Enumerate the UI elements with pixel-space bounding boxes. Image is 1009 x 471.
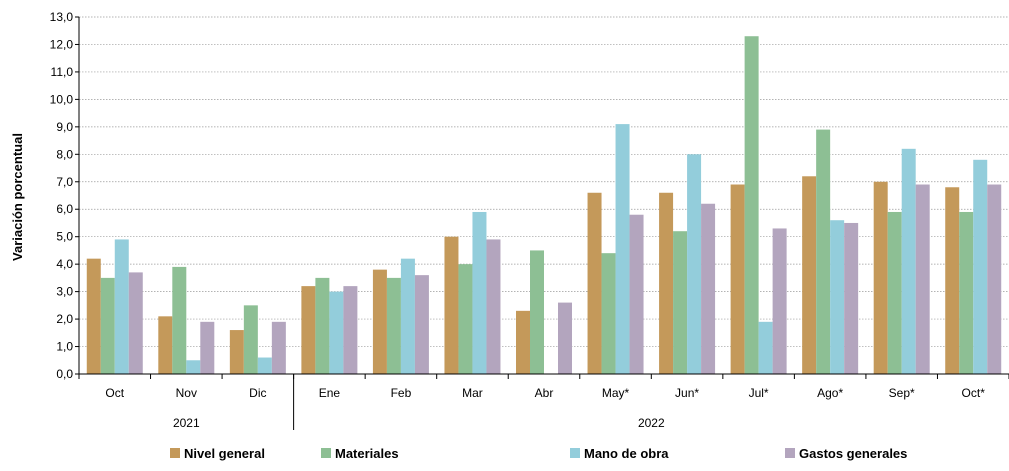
legend-swatch [170, 448, 180, 458]
bar [844, 222, 859, 374]
legend-label: Nivel general [184, 446, 265, 461]
bar [200, 321, 215, 374]
bar [687, 154, 702, 374]
y-tick-label: 10,0 [50, 92, 74, 106]
bar [271, 321, 286, 374]
bar [629, 214, 644, 374]
bar [229, 330, 244, 374]
bar [114, 239, 129, 374]
bar [744, 36, 759, 374]
bar [444, 236, 459, 374]
y-tick-label: 1,0 [56, 340, 73, 354]
x-tick-label: May* [602, 386, 630, 400]
bar [414, 275, 429, 374]
bar [386, 277, 401, 374]
legend-swatch [321, 448, 331, 458]
bar [243, 305, 258, 374]
y-tick-label: 11,0 [51, 65, 74, 79]
bar [959, 211, 974, 374]
bar [987, 184, 1002, 374]
bar [301, 286, 316, 374]
x-tick-label: Nov [176, 386, 197, 400]
bar [257, 357, 272, 374]
y-tick-label: 9,0 [56, 120, 73, 134]
y-tick-label: 13,0 [50, 10, 74, 24]
bar [887, 211, 902, 374]
year-label: 2021 [173, 416, 200, 430]
bar [830, 220, 845, 374]
legend-swatch [785, 448, 795, 458]
bar [901, 148, 916, 374]
bar [558, 302, 572, 374]
legend-label: Materiales [335, 446, 399, 461]
legend-swatch [570, 448, 580, 458]
x-tick-label: Mar [462, 386, 483, 400]
y-tick-label: 3,0 [56, 285, 73, 299]
bar [186, 360, 201, 374]
bar [730, 184, 745, 374]
bar [100, 277, 115, 374]
legend-label: Mano de obra [584, 446, 669, 461]
bar [86, 258, 101, 374]
bars [86, 36, 1002, 374]
y-tick-label: 5,0 [56, 230, 73, 244]
x-tick-label: Ago* [817, 386, 843, 400]
bar [816, 129, 831, 374]
bar [673, 231, 688, 374]
bar [973, 159, 988, 374]
bar [343, 286, 358, 374]
x-tick-label: Ene [319, 386, 341, 400]
bar [758, 321, 773, 374]
bar [873, 181, 888, 374]
y-tick-label: 0,0 [56, 367, 73, 381]
x-tick-label: Jul* [749, 386, 769, 400]
bar [772, 228, 787, 374]
x-tick-label: Abr [535, 386, 554, 400]
bar [915, 184, 930, 374]
y-tick-label: 4,0 [56, 257, 73, 271]
x-tick-label: Oct [105, 386, 124, 400]
x-tick-label: Feb [391, 386, 412, 400]
bar [516, 310, 530, 374]
bar [458, 264, 473, 374]
bar [372, 269, 387, 374]
y-tick-label: 7,0 [56, 175, 73, 189]
legend-label: Gastos generales [799, 446, 907, 461]
bar [701, 203, 716, 374]
axes: 0,0 1,0 2,0 3,0 4,0 5,0 6,0 7,0 8,0 9,0 10,0 11,0 12… [50, 10, 1009, 430]
bar [530, 250, 544, 374]
year-label: 2022 [638, 416, 665, 430]
bar [601, 253, 616, 374]
y-tick-label: 6,0 [56, 202, 73, 216]
bar [172, 266, 187, 374]
x-tick-label: Sep* [889, 386, 915, 400]
bar [472, 211, 487, 374]
y-tick-label: 8,0 [56, 147, 73, 161]
y-tick-label: 12,0 [50, 37, 74, 51]
bar [802, 176, 817, 374]
bar [158, 316, 173, 374]
y-axis-title: Variación porcentual [10, 133, 25, 261]
bar [400, 258, 415, 374]
bar [329, 291, 344, 374]
x-tick-label: Oct* [962, 386, 986, 400]
x-tick-label: Jun* [675, 386, 699, 400]
y-tick-label: 2,0 [56, 312, 73, 326]
bar [659, 192, 674, 374]
bar [615, 124, 630, 374]
bar [315, 277, 330, 374]
x-tick-label: Dic [249, 386, 266, 400]
bar [945, 187, 960, 374]
bar [128, 272, 143, 374]
bar [587, 192, 602, 374]
legend: Nivel general Materiales Mano de obra Gasto… [170, 446, 907, 461]
bar [486, 239, 501, 374]
